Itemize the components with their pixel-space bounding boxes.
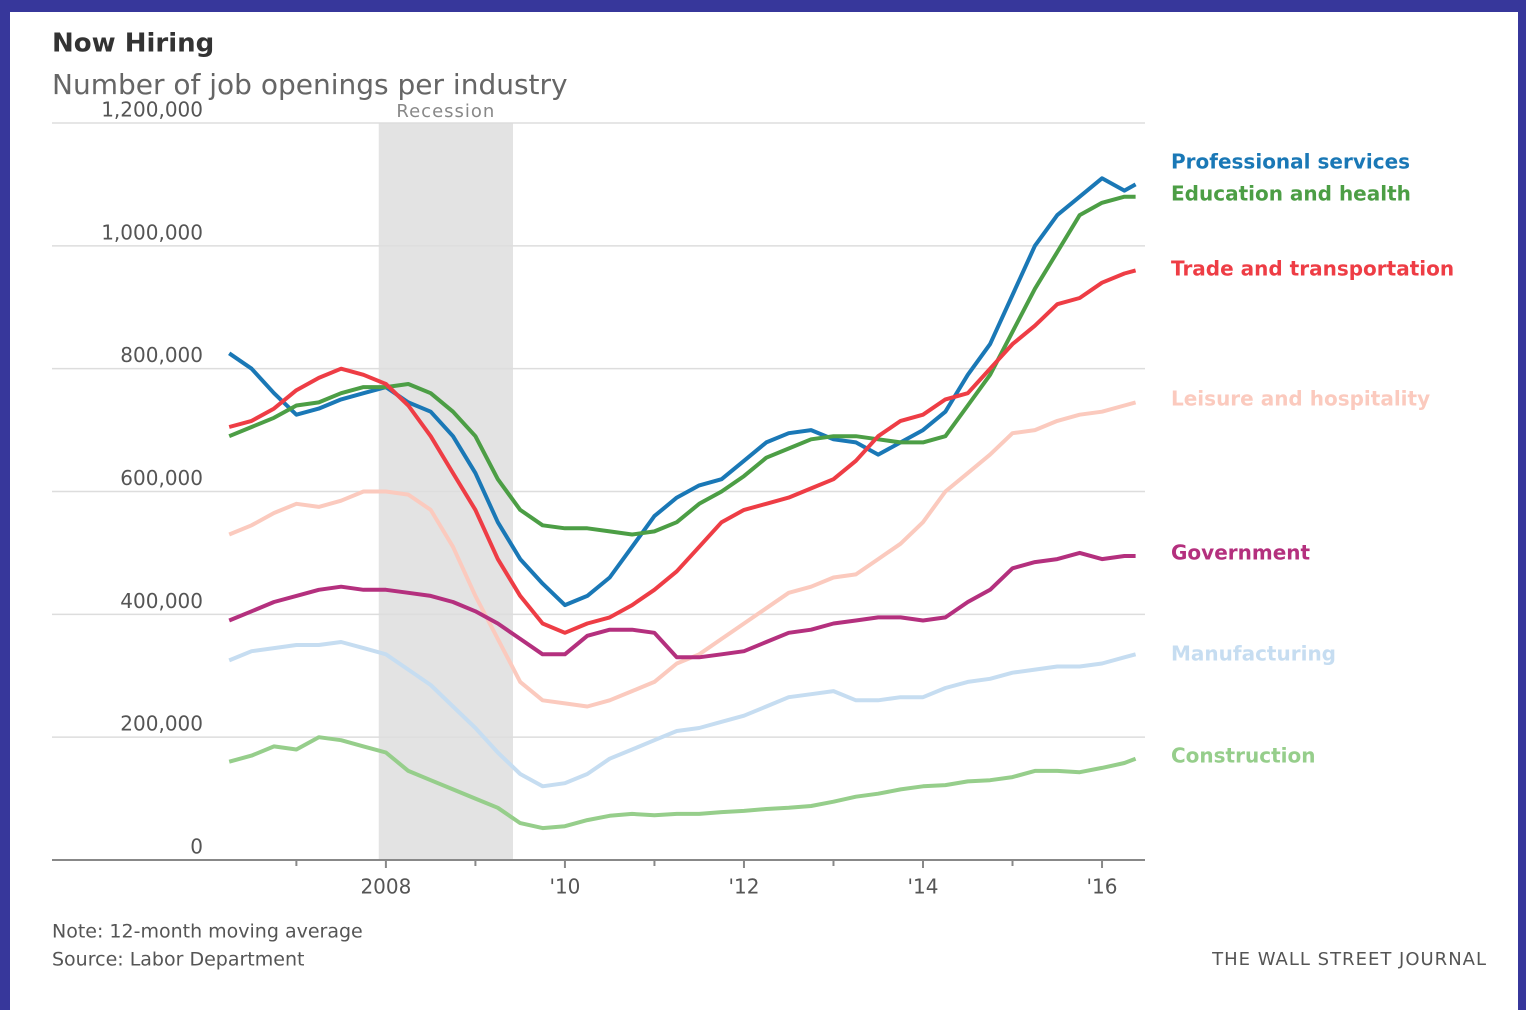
legend-label: Education and health xyxy=(1171,182,1411,206)
panel xyxy=(10,12,1518,1010)
y-tick-label: 600,000 xyxy=(120,466,203,490)
legend-label: Construction xyxy=(1171,744,1315,768)
x-tick-label: '16 xyxy=(1087,875,1118,899)
y-tick-label: 0 xyxy=(190,835,203,859)
credit: THE WALL STREET JOURNAL xyxy=(1211,949,1487,970)
y-tick-label: 1,000,000 xyxy=(101,220,203,244)
series-line xyxy=(228,640,1137,789)
legend-label: Professional services xyxy=(1171,150,1410,174)
chart-subtitle: Number of job openings per industry xyxy=(52,68,568,101)
recession-label: Recession xyxy=(396,101,495,122)
series-line xyxy=(228,268,1137,635)
x-tick-label: '12 xyxy=(728,875,759,899)
y-tick-label: 400,000 xyxy=(120,589,203,613)
x-tick-label: '10 xyxy=(549,875,580,899)
legend-label: Trade and transportation xyxy=(1171,257,1454,281)
x-tick-label: '14 xyxy=(908,875,939,899)
legend-label: Government xyxy=(1171,541,1311,565)
note: Note: 12-month moving average xyxy=(52,921,363,943)
legend-label: Leisure and hospitality xyxy=(1171,387,1430,411)
series-line xyxy=(228,400,1137,709)
chart-title: Now Hiring xyxy=(52,29,214,59)
y-tick-label: 800,000 xyxy=(120,343,203,367)
series-line xyxy=(228,550,1136,660)
series-line xyxy=(228,176,1137,608)
source: Source: Labor Department xyxy=(52,949,304,971)
x-tick-label: 2008 xyxy=(360,875,411,899)
y-tick-label: 200,000 xyxy=(120,712,203,736)
y-tick-label: 1,200,000 xyxy=(101,98,203,122)
series-line xyxy=(228,735,1137,831)
legend-label: Manufacturing xyxy=(1171,642,1336,666)
series-line xyxy=(228,194,1136,537)
